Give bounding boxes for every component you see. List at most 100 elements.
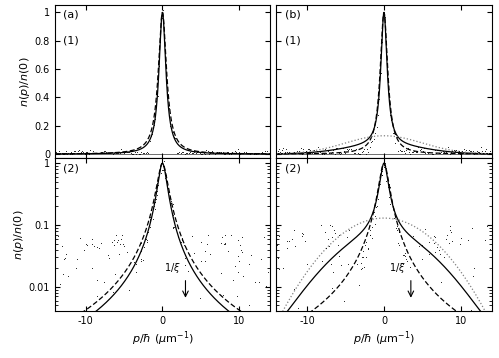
Point xyxy=(446,227,454,233)
Point xyxy=(196,150,204,156)
Point xyxy=(385,181,393,187)
Point xyxy=(339,146,347,151)
Point xyxy=(305,146,313,152)
Point xyxy=(52,150,60,155)
Point xyxy=(386,189,394,195)
Point xyxy=(150,203,158,208)
Point xyxy=(169,225,177,231)
Point xyxy=(137,248,145,253)
Point xyxy=(92,293,100,299)
Point xyxy=(455,149,463,154)
Point xyxy=(359,149,367,154)
Point xyxy=(403,258,411,264)
Point xyxy=(382,165,390,171)
Point xyxy=(363,146,371,152)
Point xyxy=(424,150,432,156)
Point xyxy=(235,237,243,242)
Point xyxy=(294,150,302,156)
Point xyxy=(153,193,161,198)
Point xyxy=(188,233,196,239)
Point xyxy=(170,134,178,140)
Point xyxy=(158,15,166,21)
Point xyxy=(219,292,227,297)
Point xyxy=(188,150,196,156)
Point xyxy=(386,184,394,190)
Point xyxy=(294,305,302,311)
Point xyxy=(430,240,438,246)
Point xyxy=(486,246,494,252)
Point xyxy=(95,245,103,251)
Point xyxy=(382,178,390,184)
Point xyxy=(259,150,267,156)
Point xyxy=(129,151,137,156)
Point xyxy=(112,232,120,238)
Point xyxy=(161,169,169,175)
Point xyxy=(406,264,414,270)
Point xyxy=(287,150,295,156)
Point xyxy=(435,150,443,156)
Point xyxy=(163,89,171,95)
Point xyxy=(117,146,125,152)
Point xyxy=(469,149,477,154)
Point xyxy=(439,148,447,154)
Point xyxy=(93,244,101,250)
Point xyxy=(217,240,225,246)
Point xyxy=(445,241,453,246)
Text: (2): (2) xyxy=(285,163,301,173)
Point xyxy=(402,256,410,262)
Point xyxy=(295,148,303,154)
Point xyxy=(233,294,241,299)
Point xyxy=(104,150,112,156)
Point xyxy=(59,151,67,157)
Point xyxy=(373,203,381,209)
Point xyxy=(383,71,391,77)
Point xyxy=(327,261,335,267)
Point xyxy=(256,150,264,156)
Point xyxy=(143,240,151,245)
Point xyxy=(378,168,386,174)
Point xyxy=(88,265,96,271)
Point xyxy=(332,145,340,151)
Point xyxy=(119,149,127,154)
Point xyxy=(111,271,119,276)
Point xyxy=(329,269,337,275)
Point xyxy=(343,146,351,151)
Point xyxy=(358,266,366,271)
Point xyxy=(137,149,145,155)
Point xyxy=(451,148,459,154)
Point xyxy=(309,149,317,154)
Point xyxy=(320,229,328,234)
Point xyxy=(245,302,252,308)
Point xyxy=(288,150,296,156)
Point xyxy=(263,269,271,275)
Point xyxy=(318,258,326,264)
Point xyxy=(179,235,187,241)
Point xyxy=(390,216,398,221)
Point xyxy=(135,151,143,157)
Point xyxy=(361,242,369,248)
Point xyxy=(165,189,173,195)
Point xyxy=(331,151,339,156)
Point xyxy=(221,240,229,246)
Point xyxy=(462,147,470,153)
Point xyxy=(54,233,62,238)
Point xyxy=(482,146,490,151)
Point xyxy=(150,122,158,128)
Point xyxy=(290,286,298,292)
Point xyxy=(393,135,401,140)
Point xyxy=(163,183,171,188)
Point xyxy=(203,241,211,246)
Point xyxy=(467,149,475,154)
Point xyxy=(399,261,407,267)
Point xyxy=(438,279,446,285)
Point xyxy=(301,149,309,155)
Point xyxy=(63,151,71,157)
Point xyxy=(425,149,433,155)
Point xyxy=(356,151,364,157)
Point xyxy=(297,230,305,236)
Point xyxy=(112,150,120,156)
Point xyxy=(353,261,361,267)
Point xyxy=(322,245,330,251)
Point xyxy=(438,149,446,154)
Point xyxy=(123,249,131,255)
